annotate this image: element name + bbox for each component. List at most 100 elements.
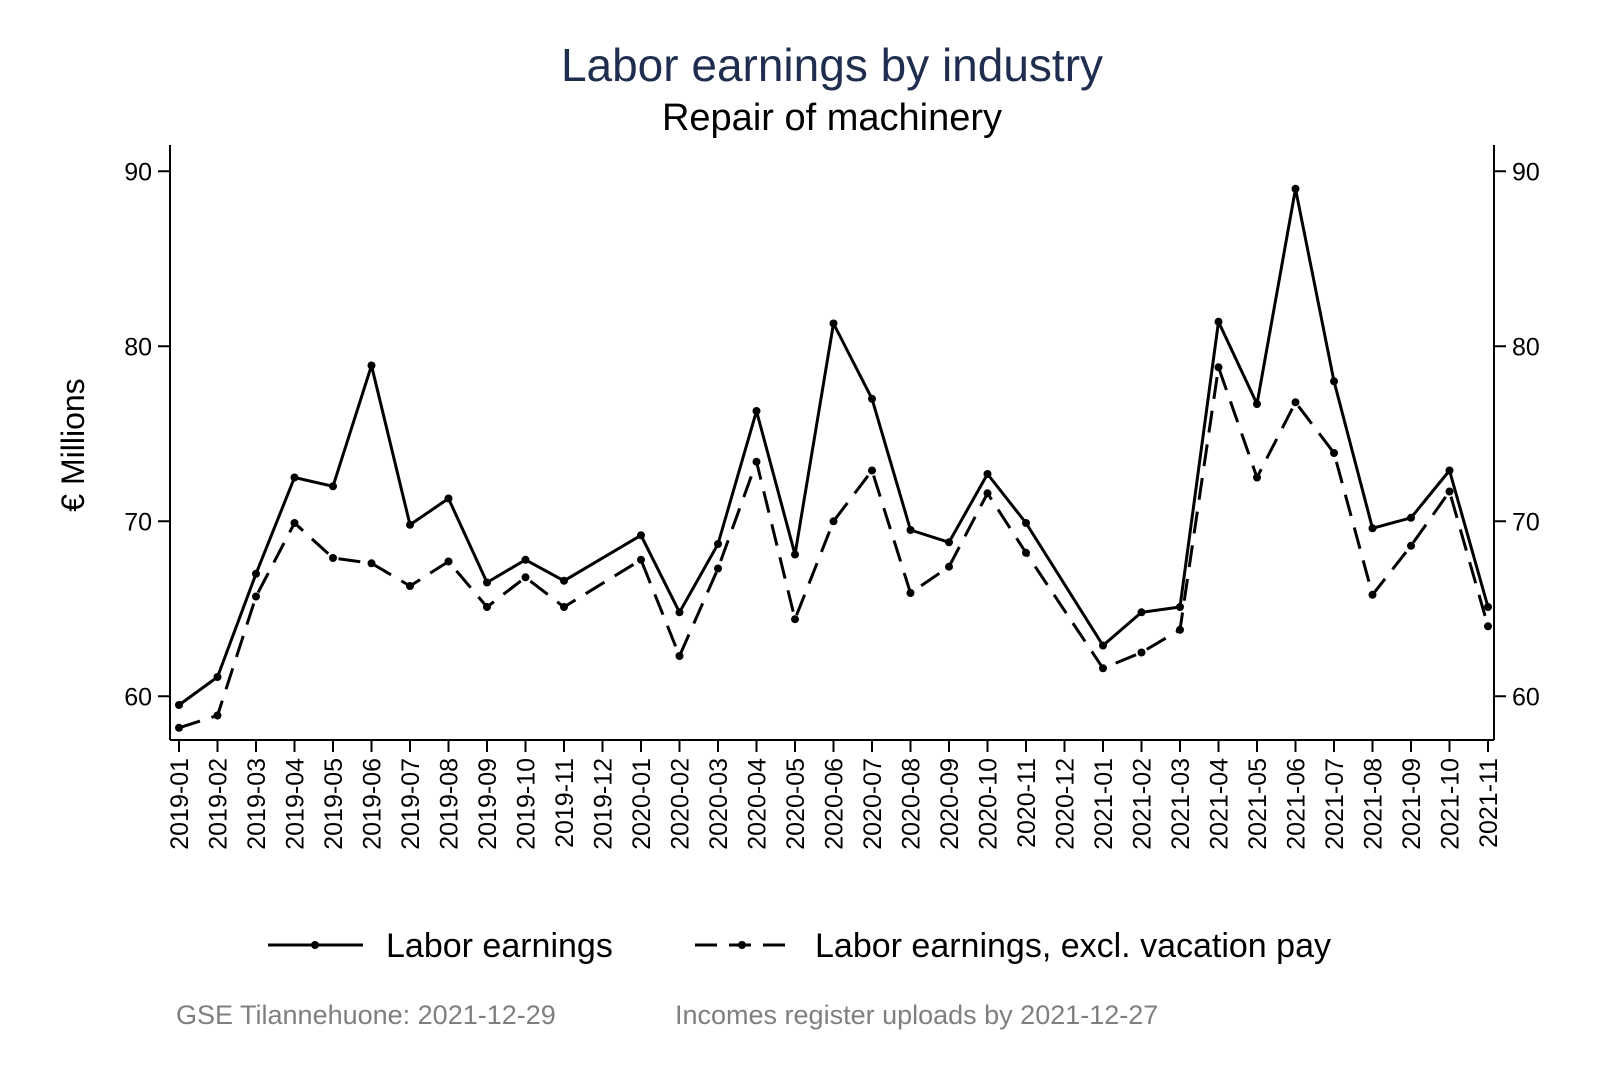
- data-point: [868, 466, 876, 475]
- x-ticks: 2019-01 2019-02 2019-03 2019-04 2019-05 2019-…: [166, 740, 1503, 850]
- data-point: [752, 407, 761, 415]
- data-point: [1484, 622, 1492, 631]
- data-point: [945, 538, 953, 547]
- data-point: [1099, 664, 1107, 673]
- x-tick-label: 2019-02: [205, 758, 233, 850]
- x-tick-label: 2021-02: [1129, 758, 1157, 850]
- legend-item-excl-vacation-pay: Labor earnings, excl. vacation pay: [695, 927, 1331, 965]
- data-point: [945, 562, 953, 571]
- series-layer: [175, 184, 1492, 732]
- x-tick-label: 2020-01: [628, 758, 656, 850]
- x-tick-label: 2021-05: [1244, 758, 1272, 850]
- y-tick-label: 60: [124, 683, 152, 711]
- footer-note: Incomes register uploads by 2021-12-27: [675, 1000, 1158, 1030]
- data-point: [1176, 625, 1184, 634]
- data-point: [1330, 449, 1338, 457]
- data-point: [1407, 541, 1415, 550]
- data-point: [1137, 648, 1146, 657]
- x-tick-label: 2020-06: [821, 758, 849, 850]
- data-point: [983, 470, 992, 478]
- data-point: [521, 573, 530, 582]
- data-point: [752, 457, 761, 466]
- x-tick-label: 2021-01: [1090, 758, 1118, 850]
- y-tick-label: 60: [1512, 683, 1540, 711]
- x-tick-label: 2019-06: [359, 758, 387, 850]
- chart-subtitle: Repair of machinery: [662, 97, 1002, 139]
- data-point: [791, 550, 799, 559]
- data-point: [637, 531, 645, 540]
- data-point: [290, 473, 299, 482]
- data-point: [252, 569, 260, 578]
- data-point: [714, 540, 722, 548]
- x-tick-label: 2021-11: [1475, 758, 1503, 848]
- data-point: [175, 723, 183, 732]
- data-point: [1368, 590, 1377, 599]
- data-point: [213, 711, 222, 720]
- footer-source: GSE Tilannehuone: 2021-12-29: [176, 1000, 556, 1030]
- data-point: [1368, 524, 1377, 533]
- data-point: [906, 526, 915, 534]
- data-point: [1291, 184, 1300, 193]
- legend-label-excl-vacation-pay: Labor earnings, excl. vacation pay: [815, 927, 1331, 965]
- y-tick-label: 70: [124, 508, 152, 536]
- data-point: [637, 555, 645, 564]
- data-point: [1445, 487, 1454, 496]
- data-point: [329, 482, 337, 491]
- data-point: [906, 589, 915, 597]
- x-tick-label: 2020-12: [1052, 758, 1080, 850]
- axes: [169, 145, 1495, 741]
- data-point: [560, 576, 568, 585]
- data-point: [983, 489, 992, 498]
- data-point: [1330, 377, 1338, 386]
- data-point: [367, 559, 376, 568]
- x-tick-label: 2021-08: [1360, 758, 1388, 850]
- x-tick-label: 2020-08: [898, 758, 926, 850]
- y-ticks-left: 60 70 80 90: [124, 158, 170, 711]
- data-point: [1214, 363, 1223, 372]
- x-tick-label: 2021-03: [1167, 758, 1195, 850]
- data-point: [1445, 466, 1454, 475]
- x-tick-label: 2019-09: [474, 758, 502, 850]
- x-tick-label: 2020-04: [744, 758, 772, 850]
- series-line-excl-vacation-pay: [178, 365, 1490, 730]
- legend: Labor earnings Labor earnings, excl. vac…: [268, 927, 1331, 965]
- data-point: [444, 557, 453, 566]
- x-tick-label: 2019-01: [166, 758, 194, 850]
- legend-item-labor-earnings: Labor earnings: [268, 927, 613, 965]
- data-point: [521, 555, 530, 564]
- series-line-labor-earnings: [178, 187, 1490, 707]
- x-tick-label: 2019-12: [590, 758, 618, 850]
- legend-marker: [738, 941, 746, 949]
- data-point: [1214, 317, 1223, 326]
- data-point: [483, 603, 491, 611]
- data-point: [367, 361, 376, 370]
- data-point: [714, 564, 722, 573]
- x-tick-label: 2021-09: [1398, 758, 1426, 850]
- data-point: [791, 615, 799, 624]
- series-0: [175, 184, 1492, 709]
- data-point: [406, 520, 414, 529]
- data-point: [175, 701, 183, 709]
- data-point: [329, 554, 337, 562]
- legend-marker: [311, 941, 319, 949]
- x-tick-label: 2019-07: [397, 758, 425, 850]
- x-tick-label: 2019-08: [436, 758, 464, 850]
- data-point: [1407, 513, 1415, 522]
- data-point: [252, 592, 260, 601]
- x-tick-label: 2019-04: [282, 758, 310, 850]
- data-point: [560, 603, 568, 611]
- data-point: [1253, 400, 1261, 408]
- x-tick-label: 2021-04: [1206, 758, 1234, 850]
- data-point: [1291, 398, 1300, 407]
- data-point: [675, 652, 684, 660]
- x-tick-label: 2020-10: [975, 758, 1003, 850]
- data-point: [1253, 473, 1261, 482]
- x-tick-label: 2021-07: [1321, 758, 1349, 850]
- y-tick-label: 80: [1512, 333, 1540, 361]
- x-tick-label: 2021-06: [1283, 758, 1311, 850]
- data-point: [1137, 608, 1146, 617]
- series-1: [175, 363, 1492, 732]
- legend-label-labor-earnings: Labor earnings: [386, 927, 613, 965]
- x-tick-label: 2020-03: [705, 758, 733, 850]
